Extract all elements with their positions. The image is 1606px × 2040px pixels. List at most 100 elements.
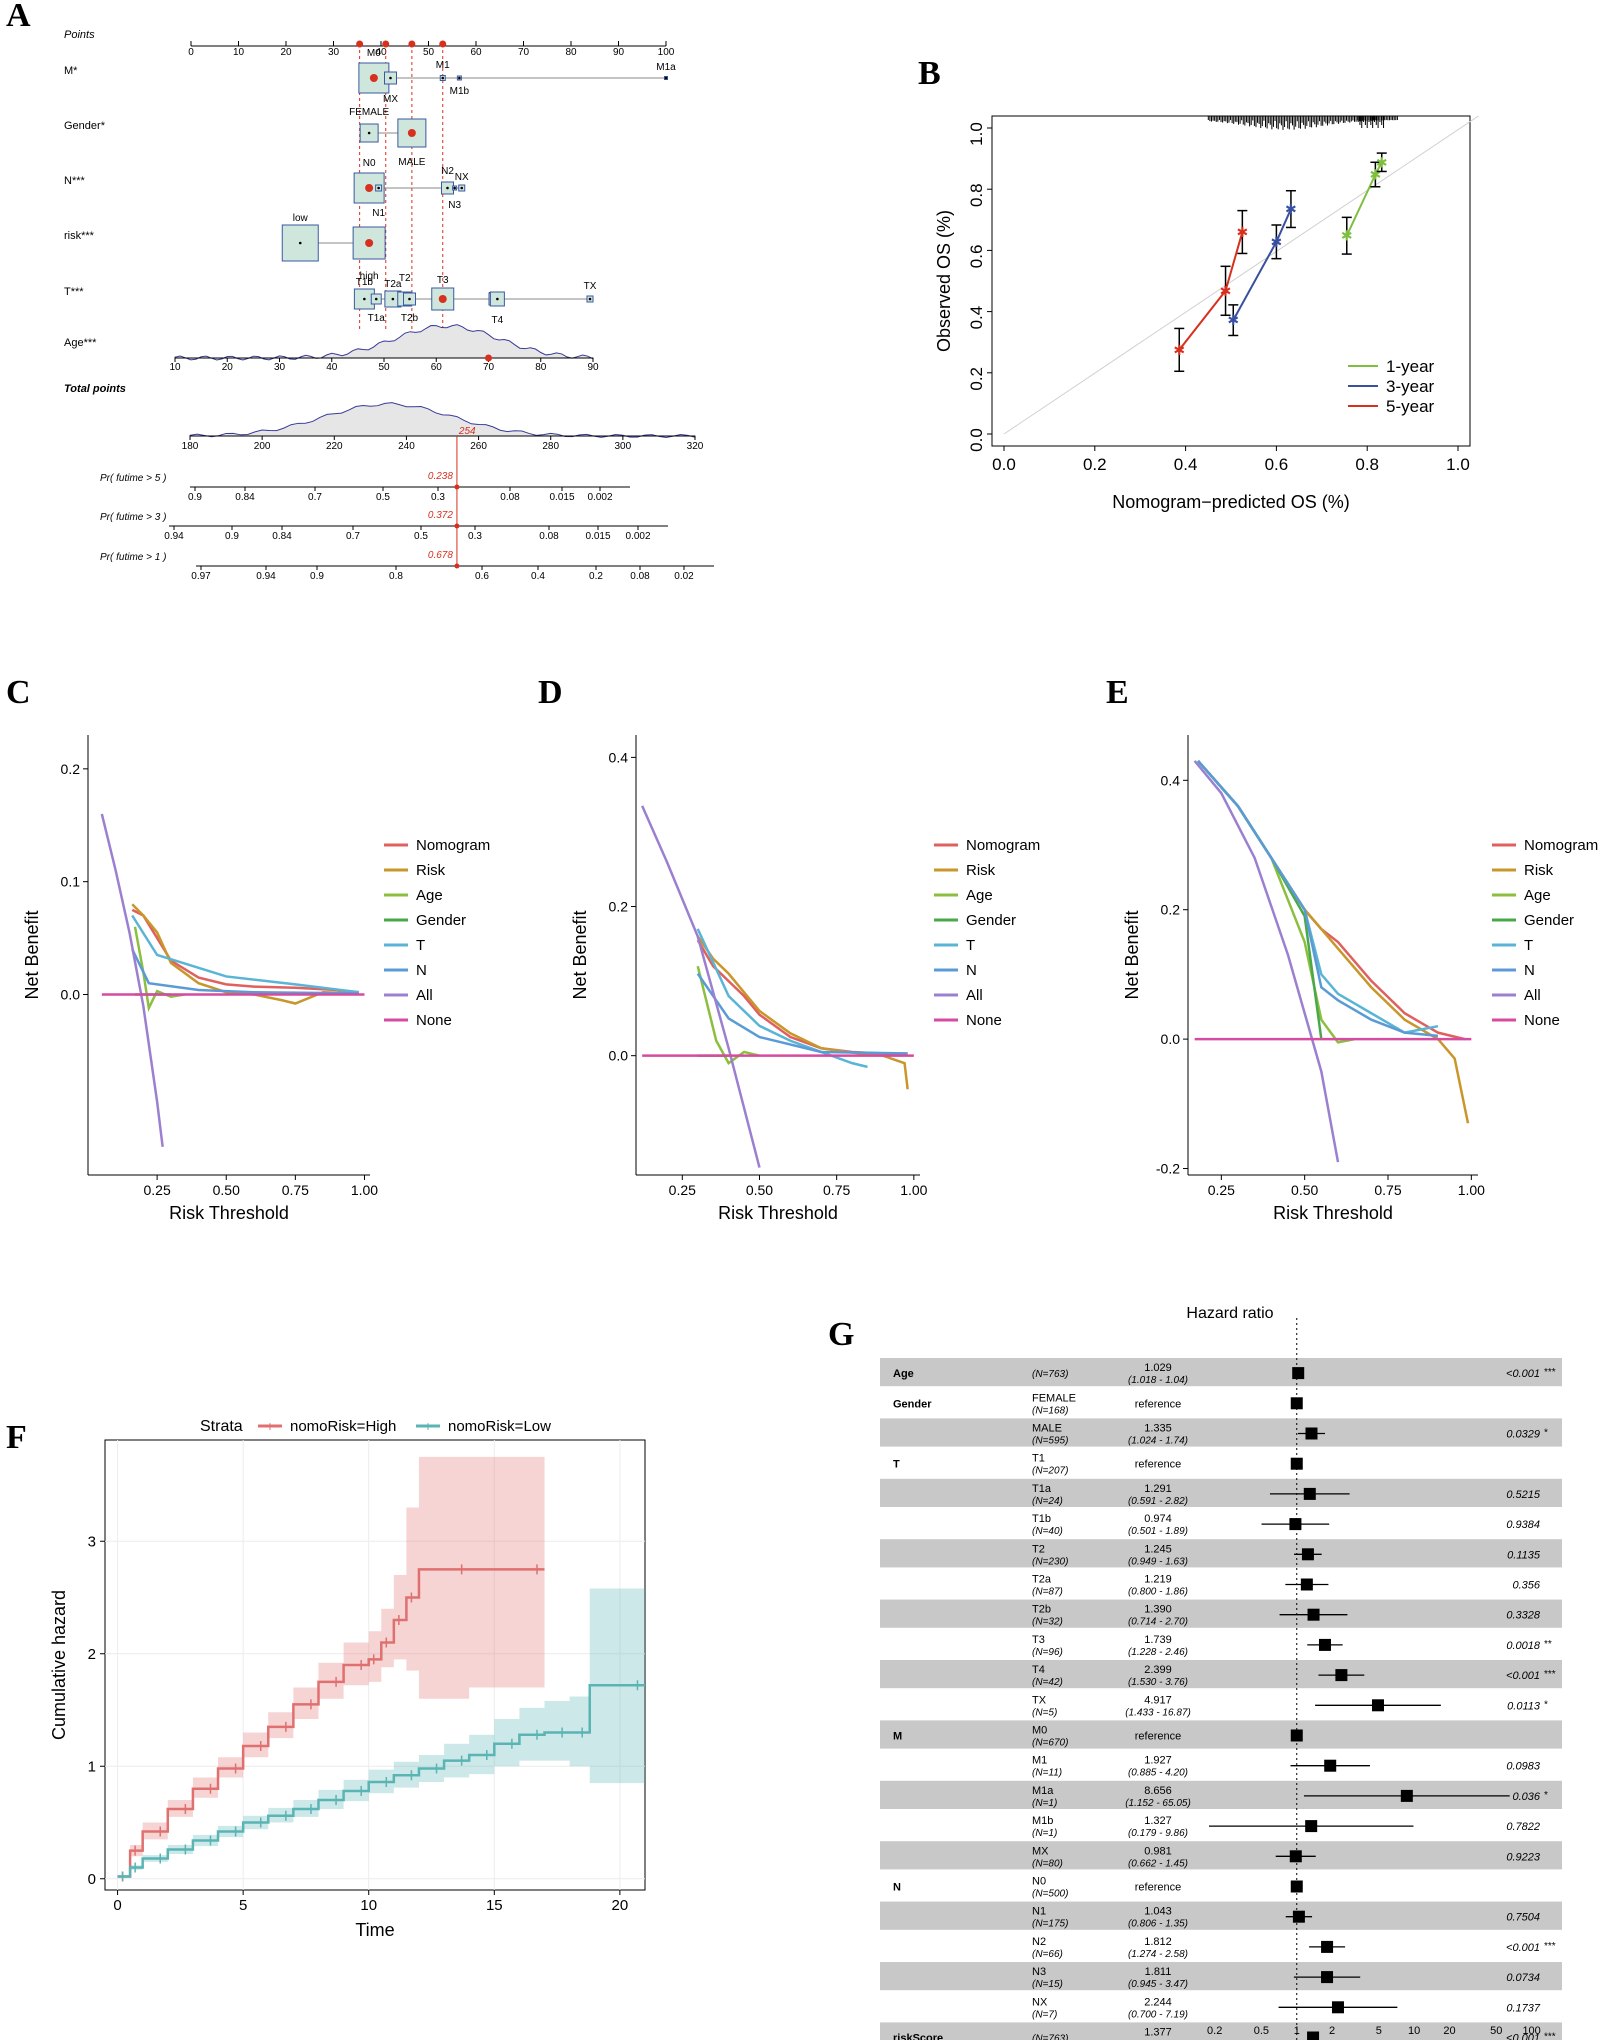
x-tick-label: 0.75: [282, 1182, 309, 1198]
x-tick-label: 0.2: [1083, 455, 1107, 474]
dca-panel-c: 0.25 0.50 0.75 1.00 0.0 0.1 0.2 Nomogram Risk Age…: [22, 735, 490, 1223]
x-axis-title: Risk Threshold: [1273, 1203, 1393, 1223]
hazard-ratio: reference: [1135, 1398, 1181, 1410]
selected-point: [382, 40, 390, 48]
sample-size: (N=80): [1032, 1858, 1063, 1869]
level-name: M1b: [1032, 1815, 1053, 1827]
sample-size: (N=24): [1032, 1496, 1063, 1507]
confidence-interval: (0.714 - 2.70): [1128, 1617, 1188, 1628]
dca-curve: [100, 813, 164, 1147]
sample-size: (N=40): [1032, 1526, 1063, 1537]
sample-size: (N=1): [1032, 1798, 1057, 1809]
hazard-marker: [1290, 1729, 1303, 1742]
level-name: T4: [1032, 1664, 1045, 1676]
prob-tick-label: 0.84: [272, 531, 292, 542]
age-tick-label: 20: [222, 362, 234, 373]
variable-label: N***: [64, 175, 86, 187]
row-shading: [880, 1539, 1562, 1568]
legend-censor-glyph: +: [424, 1418, 432, 1434]
confidence-interval: (0.700 - 7.19): [1128, 2009, 1188, 2020]
y-tick-label: 0.4: [609, 749, 629, 765]
hazard-ratio: 2.244: [1144, 1996, 1172, 2008]
hazard-marker: [1289, 1518, 1302, 1531]
y-axis-title: Net Benefit: [1122, 910, 1142, 999]
dca-curve: [1197, 760, 1355, 1044]
p-value: 0.5215: [1506, 1489, 1541, 1501]
x-tick-label: 0.6: [1265, 455, 1289, 474]
hazard-ratio: 8.656: [1144, 1785, 1172, 1797]
selected-point: [439, 40, 447, 48]
points-tick-label: 20: [280, 47, 292, 58]
p-value: 0.1135: [1507, 1549, 1541, 1561]
level-label: high: [360, 271, 379, 282]
prob-tick-label: 0.015: [585, 531, 610, 542]
legend-label: N: [966, 962, 977, 979]
y-tick-label: 0.6: [967, 245, 986, 269]
dca-panel-d: 0.25 0.50 0.75 1.00 0.0 0.2 0.4 Nomogram Risk Age…: [570, 735, 1040, 1223]
calibration-point: ✱: [1173, 342, 1185, 358]
level-label: MALE: [398, 157, 426, 168]
prob-value: 0.678: [428, 550, 453, 561]
row-shading: [880, 1418, 1562, 1447]
level-label: M0: [367, 48, 381, 59]
p-value: 0.036: [1512, 1791, 1540, 1803]
legend-label: Nomogram: [416, 837, 490, 854]
y-tick-label: 3: [88, 1533, 96, 1550]
cumulative-hazard-panel: 0 5 10 15 20 0 1 2 3 Strata + nomoRisk=High + nomoRis…: [49, 1418, 646, 1940]
dca-curve: [696, 972, 908, 1055]
confidence-interval: (1.530 - 3.76): [1128, 1677, 1188, 1688]
dca-curve: [696, 935, 909, 1090]
x-tick-label: 0.4: [1174, 455, 1198, 474]
legend-label: Gender: [1524, 912, 1574, 929]
prob-tick-label: 0.7: [308, 492, 322, 503]
legend-label: T: [416, 937, 425, 954]
dca-curve: [131, 914, 360, 994]
level-center-dot: [441, 76, 445, 80]
level-name: M1: [1032, 1755, 1047, 1767]
legend-label: None: [966, 1012, 1002, 1029]
prob-tick-label: 0.9: [310, 571, 324, 582]
y-tick-label: 0.2: [609, 899, 629, 915]
confidence-interval: (1.018 - 1.04): [1128, 1375, 1188, 1386]
level-label: T2a: [384, 279, 402, 290]
prob-tick-label: 0.6: [475, 571, 489, 582]
x-tick-label: 1.0: [1446, 455, 1470, 474]
level-center-dot: [363, 297, 366, 301]
confidence-interval: (1.152 - 65.05): [1125, 1798, 1191, 1809]
x-tick-label: 0.75: [823, 1182, 850, 1198]
legend-label: T: [966, 937, 975, 954]
calibration-panel: 0.0 0.2 0.4 0.6 0.8 1.00.00.20.40.60.81.0✱✱✱✱…: [934, 115, 1479, 512]
y-tick-label: 0.2: [1161, 902, 1181, 918]
y-tick-label: 0.4: [1161, 772, 1181, 788]
p-value: 0.3328: [1506, 1610, 1541, 1622]
level-center-dot: [377, 186, 380, 190]
dca-curve: [1193, 760, 1340, 1163]
level-label: TX: [584, 281, 597, 292]
y-tick-label: 1.0: [967, 122, 986, 146]
p-value: 0.9223: [1506, 1851, 1541, 1863]
significance-stars: ***: [1544, 1941, 1556, 1952]
hazard-marker: [1292, 1367, 1305, 1380]
confidence-interval: (0.179 - 9.86): [1128, 1828, 1188, 1839]
prob-tick-label: 0.5: [414, 531, 428, 542]
x-tick-label: 5: [239, 1897, 247, 1914]
row-shading: [880, 1720, 1562, 1749]
level-label: T1a: [368, 313, 386, 324]
p-value: 0.356: [1512, 1580, 1540, 1592]
y-axis-title: Observed OS (%): [934, 210, 954, 352]
total-tick-label: 300: [615, 441, 632, 452]
dca-panel-e: 0.25 0.50 0.75 1.00 -0.2 0.0 0.2 0.4 Nomogram Ris…: [1122, 735, 1598, 1223]
sample-size: (N=87): [1032, 1587, 1063, 1598]
panel-letter-a: A: [6, 0, 31, 34]
row-shading: [880, 1780, 1562, 1809]
confidence-interval: (0.806 - 1.35): [1128, 1919, 1188, 1930]
x-tick-label: 10: [360, 1897, 377, 1914]
confidence-interval: (0.885 - 4.20): [1128, 1768, 1188, 1779]
nomogram-panel: Points 0 10 20 30 40 50 60 70 80 90 100 M* Gender* N**…: [64, 29, 714, 582]
confidence-interval: (0.501 - 1.89): [1128, 1526, 1188, 1537]
hazard-marker: [1301, 1548, 1314, 1561]
y-tick-label: 0.0: [967, 428, 986, 452]
prob-tick-label: 0.002: [587, 492, 612, 503]
hazard-marker: [1292, 1910, 1305, 1923]
hazard-ratio: 1.043: [1144, 1906, 1172, 1918]
